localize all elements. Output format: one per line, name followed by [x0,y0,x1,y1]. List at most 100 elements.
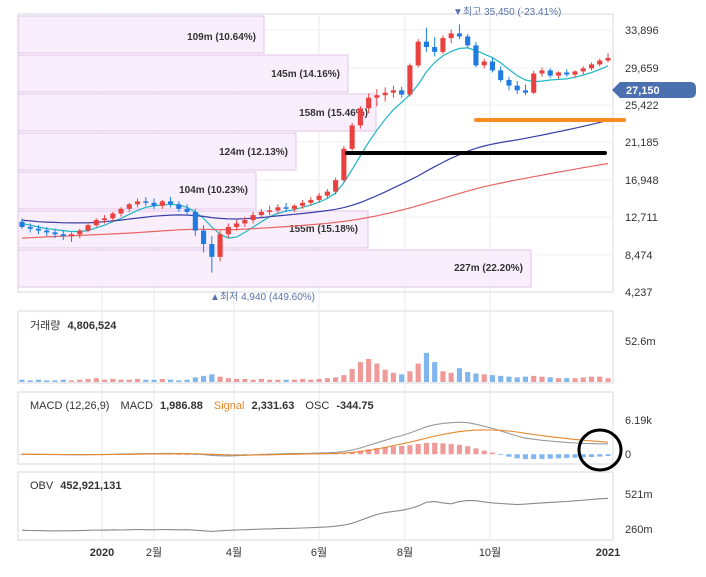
volume-bar [52,380,58,382]
candle [151,198,157,209]
volume-bar [101,379,108,382]
candle-body [547,70,553,76]
volume-profile-label-4: 124m (12.13%) [219,147,288,158]
candle-body [176,204,182,209]
volume-bar [506,376,512,382]
volume-panel [17,310,614,384]
candle [440,35,446,55]
oscillator-bar [184,454,190,456]
candle [283,202,289,212]
candle [110,211,116,222]
candle [19,218,25,229]
candle [300,199,306,209]
volume-bar [60,379,66,382]
candle [555,71,562,79]
volume-bar [456,368,462,382]
candle-body [258,211,264,216]
volume-bar [151,379,157,382]
oscillator-bar [456,444,462,455]
volume-bar [399,374,405,382]
candle [126,202,132,212]
volume-bar [126,379,132,382]
candle [234,220,240,231]
candle [134,198,141,208]
volume-bar [605,378,611,382]
volume-bar [481,374,487,382]
candle-body [423,41,429,48]
oscillator-bar [423,442,429,455]
candle-body [333,180,339,192]
candle [176,201,182,212]
candle [489,57,496,73]
candle [267,205,273,216]
oscillator-bar [390,446,396,455]
volume-bar [555,378,562,382]
volume-bar [184,379,190,382]
candle [77,228,83,239]
volume-bar [85,378,91,382]
volume-bar [19,379,25,382]
x-label-apr: 4월 [226,546,242,559]
x-label-2020: 2020 [90,547,114,559]
oscillator-bar [366,449,372,455]
volume-bar [134,378,141,382]
volume-profile-label-1: 109m (10.64%) [187,32,256,43]
candle [217,230,223,262]
volume-bars [19,352,611,382]
osc-label: OSC [305,400,329,412]
candle-body [415,41,421,66]
moving-average-short [21,47,609,239]
oscillator-bar [465,446,471,455]
oscillator-bar [357,450,363,455]
volume-bar [118,379,124,382]
candle-body [250,215,256,221]
macd-title: MACD (12,26,9) [30,400,109,412]
candle-body [143,201,149,203]
candle-body [300,202,306,206]
candle-body [151,202,157,206]
volume-bar [283,379,289,382]
volume-bar [423,352,429,382]
candle-body [44,230,50,233]
candle [580,66,586,75]
candle [473,42,479,68]
price-tick-4: 21,185 [625,137,659,149]
candle-body [267,210,273,212]
volume-bar [588,376,595,382]
candle [333,177,339,195]
volume-profile-label-6: 155m (15.18%) [289,224,358,235]
candle [597,58,603,67]
oscillator-bar [349,451,355,455]
candle [93,218,99,227]
high-price-label: ▼최고 35,450 (-23.41%) [453,6,561,18]
moving-averages [21,47,609,239]
volume-bar [498,375,504,382]
oscillator-bar [522,454,529,460]
candle-body [539,70,545,74]
candle-body [465,36,471,46]
volume-profile-bar-3 [17,93,377,132]
candle-body [382,92,388,96]
candle [192,208,198,237]
candle [423,27,429,52]
candle-body [110,213,116,219]
candle-body [597,60,603,65]
volume-profile-label-3: 158m (15.46%) [299,108,368,119]
volume-bar [366,359,372,382]
oscillator-bar [580,454,586,458]
macd-tick-zero: 0 [625,449,631,461]
volume-bar [564,378,570,382]
candle-body [374,95,380,98]
candle [101,215,108,224]
oscillator-bar [572,454,578,458]
candle [68,232,75,243]
volume-profile-bar-1 [17,15,265,54]
candle-body [126,204,132,209]
candle [399,86,405,98]
candle-body [134,201,141,205]
candle-body [390,90,396,93]
volume-bar [35,379,42,382]
candle-body [68,234,75,237]
moving-average-long [21,162,609,239]
candle [539,67,545,77]
